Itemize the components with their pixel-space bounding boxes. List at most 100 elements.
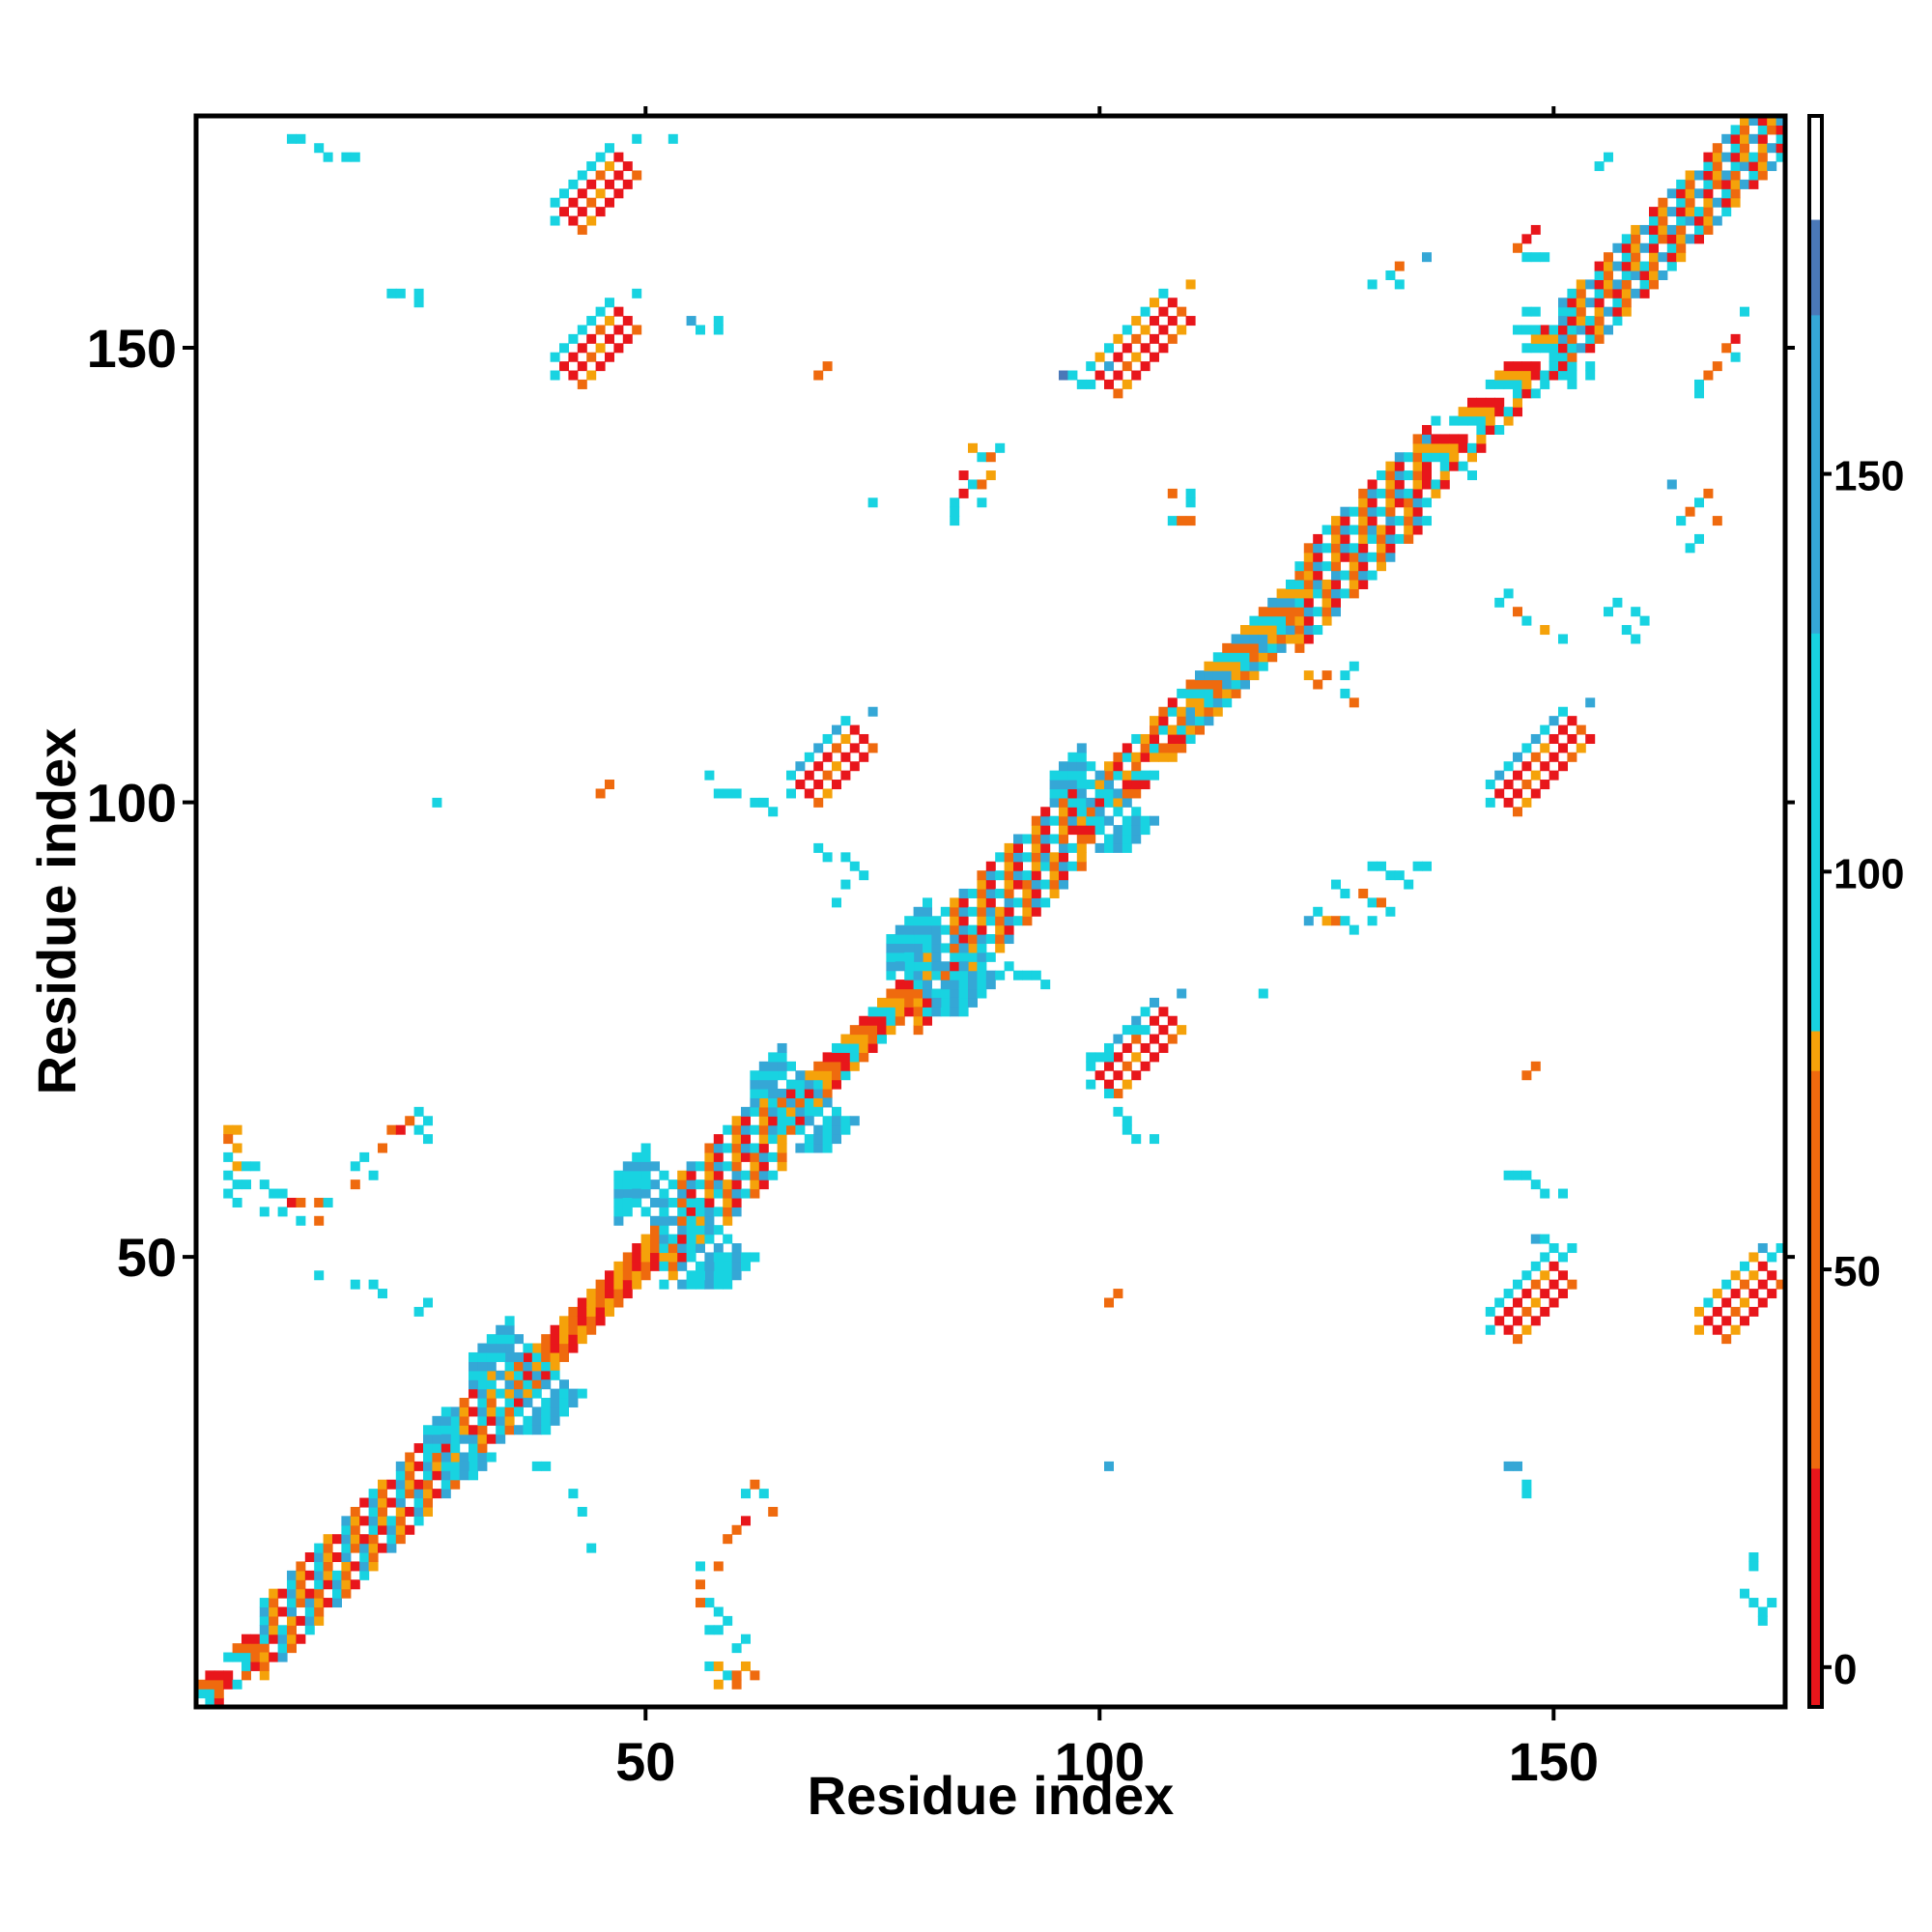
heatmap-cell: [323, 1561, 333, 1572]
heatmap-cell: [713, 1225, 724, 1236]
heatmap-cell: [913, 1015, 923, 1026]
heatmap-cell: [1503, 370, 1514, 381]
heatmap-cell: [1676, 242, 1687, 253]
heatmap-cell: [995, 888, 1006, 898]
heatmap-cell: [1494, 597, 1505, 608]
heatmap-cell: [469, 1379, 478, 1390]
heatmap-cell: [1377, 470, 1386, 481]
heatmap-cell: [713, 1679, 724, 1690]
heatmap-cell: [968, 442, 978, 453]
heatmap-cell: [1104, 1297, 1114, 1308]
heatmap-cell: [804, 1079, 814, 1090]
heatmap-cell: [504, 1351, 515, 1362]
heatmap-cell: [1094, 825, 1105, 836]
heatmap-cell: [1558, 1188, 1568, 1199]
heatmap-cell: [595, 1316, 606, 1326]
heatmap-cell: [1367, 479, 1378, 490]
heatmap-cell: [977, 497, 987, 508]
heatmap-cell: [950, 497, 960, 508]
heatmap-cell: [496, 1406, 506, 1417]
heatmap-cell: [1340, 588, 1350, 599]
heatmap-cell: [1177, 706, 1187, 717]
colorbar-tick-label: 100: [1833, 850, 1904, 897]
heatmap-cell: [242, 1652, 251, 1662]
heatmap-cell: [768, 1089, 779, 1099]
heatmap-cell: [1385, 497, 1396, 508]
heatmap-cell: [923, 934, 932, 945]
heatmap-cell: [1404, 879, 1414, 890]
heatmap-cell: [723, 1179, 733, 1190]
heatmap-cell: [314, 1579, 325, 1590]
heatmap-cell: [605, 352, 614, 362]
heatmap-cell: [1167, 488, 1178, 498]
heatmap-cell: [795, 1097, 806, 1108]
heatmap-cell: [1467, 415, 1477, 426]
heatmap-cell: [1031, 842, 1041, 853]
heatmap-cell: [1558, 316, 1568, 327]
colorbar-tick-label: 150: [1833, 453, 1904, 500]
heatmap-cell: [1503, 588, 1514, 599]
heatmap-cell: [1040, 852, 1051, 863]
heatmap-cell: [550, 1351, 560, 1362]
heatmap-cell: [640, 1170, 651, 1180]
heatmap-cell: [1049, 879, 1060, 890]
heatmap-cell: [1439, 442, 1450, 453]
heatmap-cell: [1685, 234, 1695, 244]
heatmap-cell: [440, 1461, 451, 1471]
heatmap-cell: [804, 770, 814, 781]
heatmap-cell: [1503, 1306, 1514, 1317]
heatmap-cell: [395, 1461, 406, 1471]
heatmap-cell: [550, 197, 560, 208]
heatmap-cell: [1604, 288, 1613, 298]
heatmap-cell: [822, 788, 833, 799]
heatmap-cell: [1776, 116, 1786, 127]
heatmap-cell: [259, 1643, 270, 1654]
heatmap-cell: [577, 170, 587, 181]
heatmap-cell: [668, 1197, 678, 1208]
heatmap-cell: [696, 1207, 705, 1217]
heatmap-cell: [1521, 797, 1532, 808]
heatmap-cell: [531, 1379, 542, 1390]
heatmap-cell: [985, 934, 996, 945]
heatmap-cell: [459, 1470, 469, 1481]
heatmap-cell: [1150, 1052, 1159, 1063]
heatmap-cell: [958, 943, 969, 953]
heatmap-cell: [822, 1134, 833, 1145]
heatmap-cell: [1585, 370, 1596, 381]
heatmap-cell: [849, 1061, 860, 1071]
heatmap-cell: [686, 1270, 696, 1281]
heatmap-cell: [559, 1316, 569, 1326]
heatmap-cell: [859, 1025, 869, 1036]
heatmap-cell: [1222, 697, 1233, 708]
heatmap-cell: [323, 1543, 333, 1553]
heatmap-cell: [1666, 261, 1677, 271]
heatmap-cell: [877, 1015, 887, 1026]
heatmap-cell: [514, 1334, 524, 1345]
heatmap-cell: [1748, 152, 1759, 162]
heatmap-cell: [777, 1052, 787, 1063]
heatmap-cell: [1685, 215, 1695, 226]
heatmap-cell: [1521, 615, 1532, 626]
heatmap-cell: [1067, 815, 1078, 826]
heatmap-cell: [1503, 1170, 1514, 1180]
heatmap-cell: [605, 197, 614, 208]
heatmap-cell: [1340, 533, 1350, 544]
heatmap-cell: [1258, 642, 1268, 653]
heatmap-cell: [677, 1197, 688, 1208]
heatmap-cell: [1513, 807, 1522, 817]
heatmap-cell: [632, 1279, 642, 1290]
heatmap-cell: [977, 934, 987, 945]
heatmap-cell: [1286, 597, 1295, 608]
heatmap-cell: [1385, 870, 1396, 881]
heatmap-cell: [640, 1143, 651, 1153]
heatmap-cell: [423, 1452, 433, 1463]
heatmap-cell: [849, 743, 860, 753]
heatmap-cell: [723, 1161, 733, 1172]
heatmap-cell: [386, 288, 397, 298]
heatmap-cell: [758, 1116, 769, 1126]
heatmap-cell: [1140, 815, 1151, 826]
heatmap-cell: [1530, 224, 1541, 235]
heatmap-cell: [1131, 1034, 1142, 1044]
heatmap-cell: [1122, 361, 1132, 372]
heatmap-cell: [1185, 516, 1196, 526]
